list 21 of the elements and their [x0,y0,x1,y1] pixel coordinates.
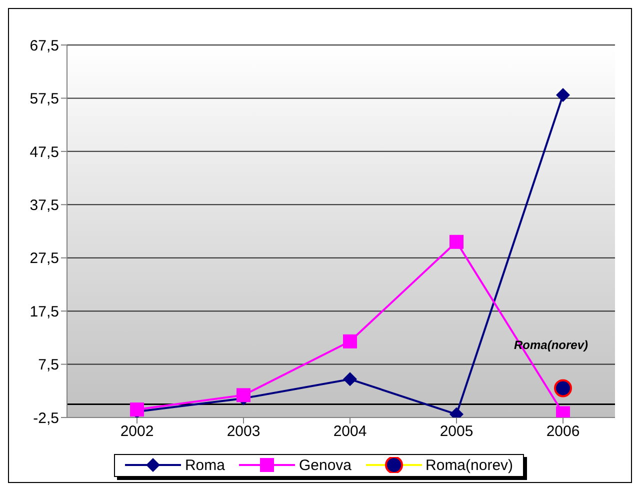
legend-label: Roma(norev) [426,456,514,474]
point [556,88,570,102]
legend-label: Roma [184,456,225,474]
y-tick-label: 67,5 [30,37,59,54]
y-tick-label: 47,5 [30,144,59,161]
x-tick-label: 2004 [333,423,367,440]
y-tick-label: 27,5 [30,250,59,268]
legend-label: Genova [298,456,352,474]
x-tick-label: 2005 [440,423,474,440]
point [343,334,357,348]
x-tick-label: 2003 [226,423,260,440]
y-tick-label: 57,5 [30,90,59,108]
point [450,234,464,249]
point [343,372,357,386]
y-tick-label: 17,5 [30,303,59,320]
x-tick-label: 2002 [120,423,154,440]
point [554,379,572,398]
x-tick-label: 2006 [546,423,580,440]
y-tick-label: -2,5 [33,410,59,427]
y-tick-label: 37,5 [30,196,59,214]
y-tick-label: 7,5 [38,356,59,374]
